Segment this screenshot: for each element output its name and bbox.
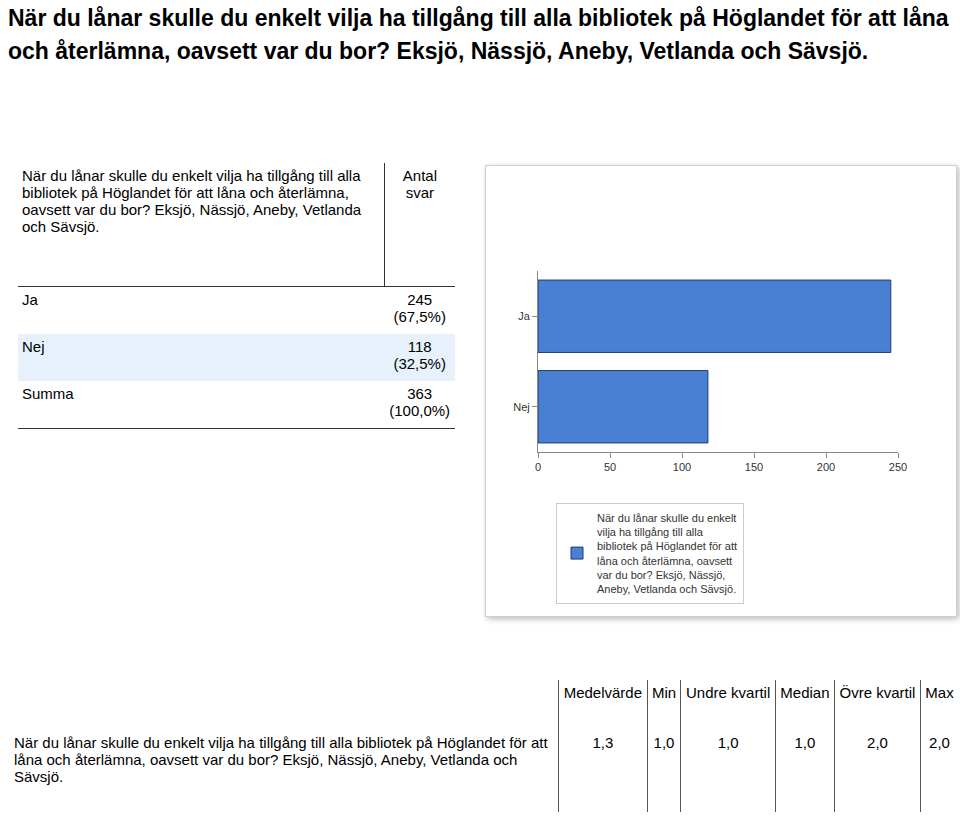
svg-text:0: 0: [535, 461, 541, 473]
html-text:245: 245: [407, 291, 433, 308]
html-text:När du lånar skulle du enkelt: När du lånar skulle du enkelt vilja ha t…: [22, 167, 362, 235]
html-text:2,0: 2,0: [929, 734, 950, 751]
html-text:(67,5%): (67,5%): [393, 308, 446, 325]
html-text:Summa: Summa: [22, 385, 74, 402]
html-text:Median: Median: [780, 684, 830, 701]
html-text:Nej: Nej: [22, 338, 45, 355]
svg-text:När du lånar skulle du enkeltv: När du lånar skulle du enkeltvilja ha ti…: [597, 512, 737, 596]
svg-text:250: 250: [889, 461, 907, 473]
html-text:1,0: 1,0: [717, 734, 739, 751]
html-text:(32,5%): (32,5%): [393, 355, 446, 372]
html-text:När du lånar skulle du enkelt: När du lånar skulle du enkelt vilja ha t…: [8, 5, 949, 64]
html-text:Undre kvartil: Undre kvartil: [686, 684, 771, 701]
html-text:1,0: 1,0: [653, 734, 675, 751]
html-text:Övre kvartil: Övre kvartil: [839, 684, 916, 701]
html-text:När du lånar skulle du enkelt: När du lånar skulle du enkelt vilja ha t…: [14, 734, 548, 785]
svg-text:Ja: Ja: [518, 310, 531, 322]
html-text:Min: Min: [651, 684, 677, 701]
html-text:Ja: Ja: [22, 291, 38, 308]
html-text:1,0: 1,0: [794, 734, 816, 751]
html-text:2,0: 2,0: [867, 734, 888, 751]
html-text:Medelvärde: Medelvärde: [563, 684, 642, 701]
svg-text:50: 50: [604, 461, 616, 473]
html-text:118: 118: [407, 338, 432, 355]
svg-text:Nej: Nej: [513, 401, 530, 413]
html-text:363: 363: [407, 385, 433, 402]
svg-text:150: 150: [745, 461, 763, 473]
svg-text:100: 100: [673, 461, 691, 473]
svg-text:200: 200: [817, 461, 835, 473]
html-text:Max: Max: [925, 684, 954, 701]
html-text:1,3: 1,3: [592, 734, 614, 751]
html-text:Antal svar: Antal svar: [402, 167, 437, 201]
html-text:(100,0%): (100,0%): [389, 402, 451, 419]
